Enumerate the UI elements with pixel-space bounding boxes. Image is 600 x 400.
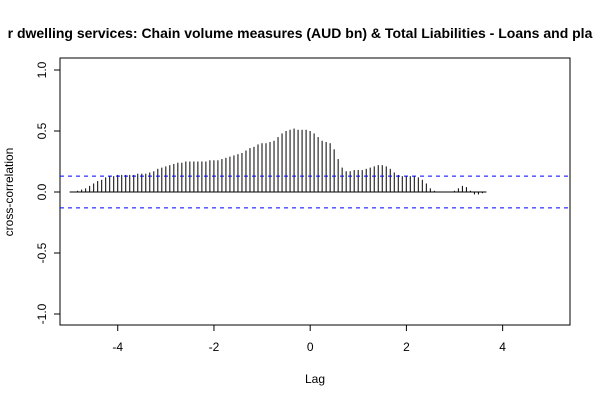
x-tick-label: 4: [499, 340, 506, 354]
x-tick-label: -2: [209, 340, 220, 354]
x-axis-label: Lag: [305, 372, 325, 386]
plot-area: [59, 57, 571, 326]
x-axis: -4 -2 0 2 4: [112, 325, 506, 354]
ccf-bars: [77, 128, 483, 195]
x-tick-label: 0: [307, 340, 314, 354]
y-tick-label: 0.0: [35, 183, 49, 200]
y-tick-label: 1.0: [35, 61, 49, 78]
y-tick-label: -0.5: [35, 242, 49, 263]
x-tick-label: -4: [112, 340, 123, 354]
y-tick-label: 0.5: [35, 122, 49, 139]
chart-title: r dwelling services: Chain volume measur…: [8, 25, 593, 41]
x-tick-label: 2: [403, 340, 410, 354]
y-axis: -1.0 -0.5 0.0 0.5 1.0: [35, 61, 60, 324]
y-tick-label: -1.0: [35, 303, 49, 324]
y-axis-label: cross-correlation: [2, 148, 16, 237]
